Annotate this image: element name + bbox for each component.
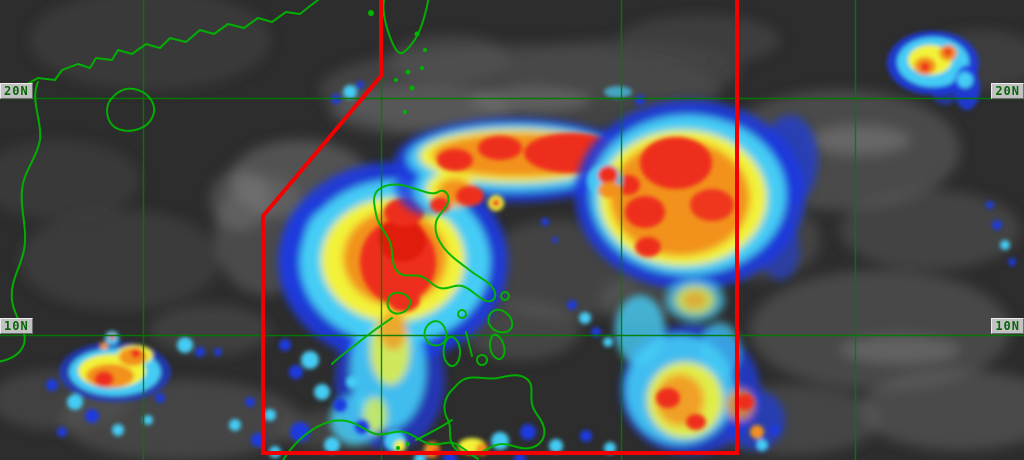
lat-label-10n-right: 10N — [991, 318, 1024, 334]
lat-label-10n-left: 10N — [0, 318, 33, 334]
coastline-china — [0, 0, 319, 95]
coastline-borneo — [282, 419, 479, 460]
par-boundary — [261, 0, 739, 455]
convective-band — [395, 118, 635, 215]
coastline-vietnam — [0, 81, 42, 363]
lat-label-20n-right: 20N — [991, 83, 1024, 99]
coastline-overlay — [0, 0, 546, 460]
lat-label-20n-left: 20N — [0, 83, 33, 99]
small-islands — [368, 10, 427, 114]
island-hainan — [106, 87, 156, 132]
storm-east — [575, 100, 818, 455]
island-taiwan — [382, 0, 429, 55]
